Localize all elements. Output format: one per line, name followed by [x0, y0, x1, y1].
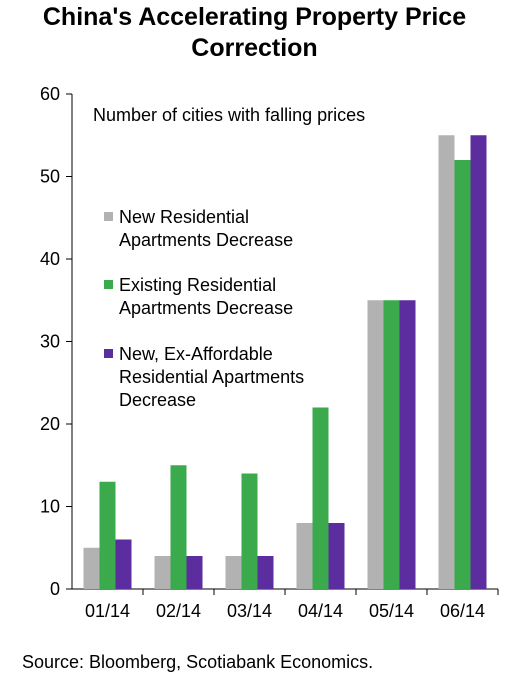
bar [383, 300, 400, 589]
bar [367, 300, 384, 589]
bar [296, 523, 313, 589]
x-tick-label: 05/14 [369, 601, 414, 621]
legend-label: Apartments Decrease [119, 230, 293, 250]
bar [241, 473, 258, 589]
bar [154, 556, 171, 589]
bar [115, 539, 132, 589]
y-tick-label: 0 [50, 579, 60, 599]
bar [470, 135, 487, 589]
bar [99, 481, 116, 589]
bar [454, 160, 471, 589]
legend-label: Residential Apartments [119, 367, 304, 387]
bar [328, 523, 345, 589]
legend-label: New Residential [119, 207, 249, 227]
legend-label: Decrease [119, 390, 196, 410]
legend-swatch [104, 212, 113, 221]
bar [399, 300, 416, 589]
chart-annotation: Number of cities with falling prices [93, 105, 365, 125]
x-tick-label: 04/14 [298, 601, 343, 621]
legend-swatch [104, 280, 113, 289]
x-tick-label: 03/14 [227, 601, 272, 621]
x-tick-label: 06/14 [440, 601, 485, 621]
y-tick-label: 10 [40, 497, 60, 517]
source-note: Source: Bloomberg, Scotiabank Economics. [22, 652, 374, 672]
legend-label: Apartments Decrease [119, 298, 293, 318]
bar [83, 547, 100, 589]
y-tick-label: 40 [40, 249, 60, 269]
bar [170, 465, 187, 589]
y-tick-label: 30 [40, 332, 60, 352]
x-tick-label: 02/14 [156, 601, 201, 621]
bar [312, 407, 329, 589]
chart-title-line-1: China's Accelerating Property Price [42, 3, 467, 31]
x-tick-label: 01/14 [85, 601, 130, 621]
bar [438, 135, 455, 589]
y-tick-label: 60 [40, 84, 60, 104]
legend-label: New, Ex-Affordable [119, 344, 273, 364]
y-tick-label: 50 [40, 167, 60, 187]
y-tick-label: 20 [40, 414, 60, 434]
legend-swatch [104, 349, 113, 358]
chart-title: China's Accelerating Property Price Corr… [0, 2, 509, 64]
bar [257, 556, 274, 589]
chart-title-line-2: Correction [191, 34, 318, 62]
bar [225, 556, 242, 589]
bar [186, 556, 203, 589]
legend-label: Existing Residential [119, 275, 276, 295]
